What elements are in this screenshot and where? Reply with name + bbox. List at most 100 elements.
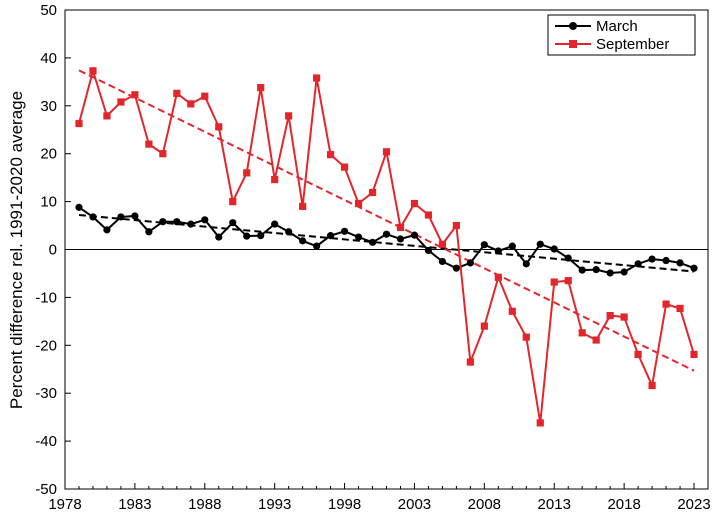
data-point-march	[215, 233, 223, 241]
data-point-march	[117, 213, 125, 221]
x-tick-label: 2003	[398, 496, 431, 513]
data-point-september	[299, 202, 307, 210]
data-point-september	[271, 175, 279, 184]
legend-september-label: September	[596, 36, 669, 53]
x-tick-label: 1978	[48, 496, 81, 513]
data-point-september	[690, 350, 698, 359]
data-point-march	[299, 237, 307, 245]
data-point-march	[480, 241, 488, 249]
data-point-march	[159, 218, 167, 226]
legend-march-label: March	[596, 18, 638, 35]
y-tick-label: 50	[40, 2, 57, 19]
trendline-march	[78, 214, 695, 273]
data-point-march	[592, 266, 600, 274]
data-point-september	[215, 123, 223, 131]
y-axis: -50 -40 -30 -20 -10 0 10 20 30 40 50	[35, 2, 71, 498]
y-axis-title: Percent difference rel. 1991-2020 averag…	[7, 91, 26, 409]
data-point-september	[536, 419, 544, 427]
y-tick-label: 30	[40, 98, 57, 115]
legend-september-marker	[569, 40, 577, 48]
data-point-september	[229, 198, 237, 206]
y-tick-label: -10	[35, 289, 57, 306]
data-point-march	[410, 231, 419, 239]
data-point-march	[131, 212, 139, 220]
data-point-september	[620, 313, 628, 321]
data-point-september	[326, 151, 335, 159]
legend-box	[547, 14, 696, 56]
data-point-march	[536, 240, 544, 248]
legend-march-marker	[569, 22, 577, 30]
data-point-september	[145, 140, 153, 148]
data-point-september	[550, 278, 558, 286]
data-point-march	[201, 216, 209, 224]
y-tick-label: 10	[40, 194, 57, 211]
data-point-march	[313, 242, 321, 250]
data-point-september	[354, 199, 363, 208]
data-point-march	[452, 264, 460, 272]
data-point-march	[340, 227, 349, 235]
data-point-september	[382, 148, 391, 156]
data-point-september	[648, 381, 656, 390]
trendline-september	[78, 69, 695, 372]
x-tick-label: 1993	[258, 496, 291, 513]
x-tick-label: 1988	[188, 496, 221, 513]
data-point-march	[285, 228, 293, 236]
data-point-september	[285, 112, 293, 120]
data-point-march	[676, 259, 684, 267]
data-point-september	[103, 112, 111, 120]
data-point-september	[424, 211, 433, 219]
data-point-march	[690, 264, 698, 272]
data-point-march	[634, 260, 642, 268]
data-point-march	[438, 257, 447, 266]
data-point-september	[89, 67, 97, 75]
data-point-september	[676, 304, 684, 313]
x-tick-label: 2018	[607, 496, 640, 513]
data-point-september	[508, 307, 516, 315]
data-point-march	[103, 226, 111, 234]
x-tick-label: 1983	[118, 496, 151, 513]
legend: March September	[547, 14, 696, 56]
data-point-march	[550, 245, 558, 253]
data-point-september	[438, 240, 447, 248]
data-point-march	[368, 238, 377, 246]
y-tick-label: 40	[40, 50, 57, 67]
data-point-september	[592, 336, 600, 344]
data-point-march	[382, 230, 391, 238]
data-point-march	[424, 246, 433, 255]
data-point-september	[117, 98, 125, 106]
data-point-september	[662, 300, 670, 308]
data-point-september	[494, 273, 502, 281]
data-point-march	[494, 247, 502, 255]
data-point-september	[564, 277, 572, 285]
x-tick-label: 2008	[468, 496, 501, 513]
data-point-march	[466, 259, 474, 267]
data-point-september	[131, 91, 139, 99]
data-point-september	[396, 223, 405, 232]
data-point-march	[229, 219, 237, 227]
data-point-september	[368, 188, 377, 197]
x-tick-label: 1998	[328, 496, 361, 513]
data-point-september	[606, 312, 614, 320]
data-point-september	[410, 199, 419, 208]
data-point-march	[145, 228, 153, 236]
data-point-september	[340, 163, 349, 171]
y-tick-label: -30	[35, 385, 57, 402]
data-point-september	[187, 100, 195, 108]
data-point-september	[313, 74, 321, 82]
x-axis: 1978 1983 1988 1993 1998 2003 2008 2013 2018 2023	[48, 483, 711, 513]
data-point-march	[578, 266, 586, 274]
data-point-september	[201, 92, 209, 100]
data-point-march	[522, 260, 530, 268]
y-tick-label: 0	[49, 242, 57, 259]
series-layer	[75, 67, 698, 427]
data-point-september	[452, 221, 460, 230]
data-point-march	[606, 269, 614, 277]
data-point-march	[243, 232, 251, 240]
data-point-september	[75, 119, 83, 128]
data-point-march	[508, 242, 516, 250]
data-point-september	[522, 333, 530, 341]
data-point-march	[75, 203, 83, 211]
data-point-september	[257, 83, 265, 92]
data-point-march	[620, 268, 628, 276]
